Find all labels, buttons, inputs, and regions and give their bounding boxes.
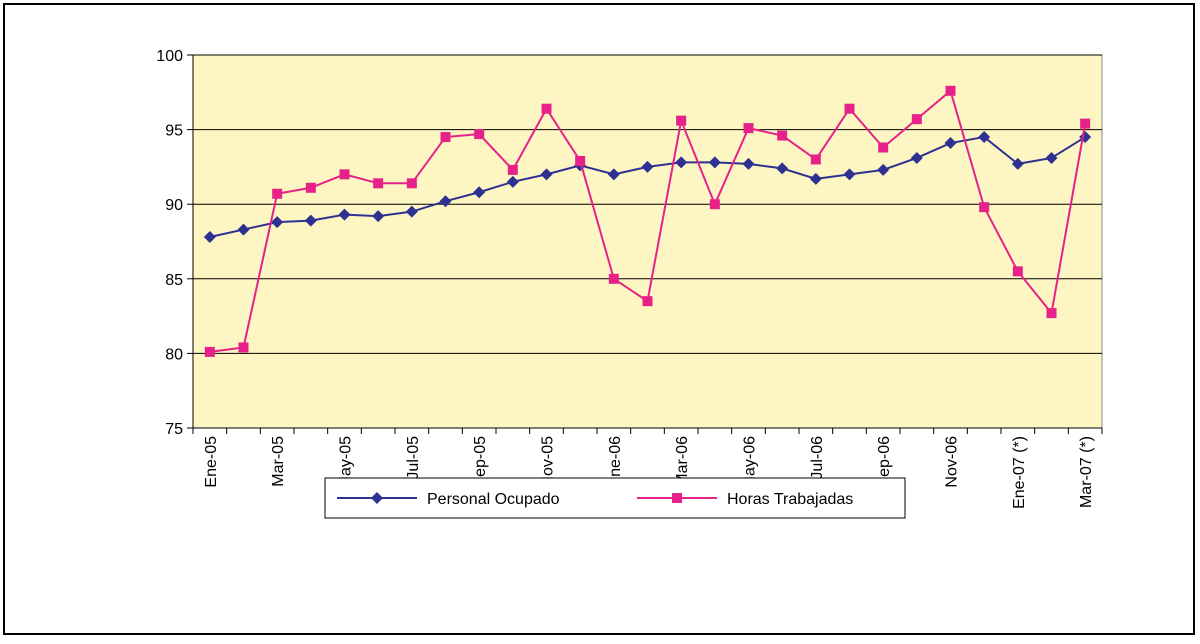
x-tick-label: Nov-06 [944, 436, 961, 488]
data-point [910, 151, 923, 164]
data-point [911, 114, 922, 125]
data-point [978, 131, 991, 144]
y-tick-label: 80 [165, 346, 183, 363]
data-point [473, 186, 486, 199]
legend-label: Personal Ocupado [427, 491, 560, 508]
data-point [440, 132, 451, 143]
data-point [575, 155, 586, 166]
data-point [641, 160, 654, 173]
y-tick-label: 75 [165, 421, 183, 438]
data-point [1011, 157, 1024, 170]
x-tick-label: Nov-05 [540, 436, 557, 488]
data-point [776, 162, 789, 175]
data-point [305, 182, 316, 193]
data-point [372, 210, 385, 223]
data-point [642, 296, 653, 307]
data-point [474, 129, 485, 140]
y-tick-label: 95 [165, 123, 183, 140]
x-tick-label: Jul-06 [809, 436, 826, 480]
data-point [742, 157, 755, 170]
data-point [675, 156, 688, 169]
data-point [743, 123, 754, 134]
legend-label: Horas Trabajadas [727, 491, 853, 508]
data-point [373, 178, 384, 189]
data-point [507, 164, 518, 175]
x-tick-label: Ene-06 [607, 436, 624, 488]
data-point [1012, 266, 1023, 277]
data-point [541, 103, 552, 114]
data-point [338, 208, 351, 221]
data-point [1046, 308, 1057, 319]
data-point [237, 223, 250, 236]
y-tick-label: 85 [165, 272, 183, 289]
data-point [843, 168, 856, 181]
data-point [709, 199, 720, 210]
x-tick-label: Jul-05 [405, 436, 422, 480]
data-point [271, 216, 284, 229]
x-tick-label: Sep-05 [472, 436, 489, 488]
data-point [878, 142, 889, 153]
data-point [540, 168, 553, 181]
x-tick-label: Ene-07 (*) [1011, 436, 1028, 509]
data-point [406, 178, 417, 189]
data-point [608, 273, 619, 284]
data-point [203, 231, 216, 244]
data-point [708, 156, 721, 169]
data-point [844, 103, 855, 114]
y-tick-label: 90 [165, 197, 183, 214]
data-point [439, 195, 452, 208]
data-point [238, 342, 249, 353]
data-point [777, 130, 788, 141]
x-tick-label: Mar-05 [270, 436, 287, 487]
data-point [810, 154, 821, 165]
data-point [979, 202, 990, 213]
x-tick-label: Sep-06 [876, 436, 893, 488]
data-point [607, 168, 620, 181]
data-point [676, 115, 687, 126]
y-tick-label: 100 [156, 48, 183, 65]
plot-area [192, 54, 1103, 429]
data-point [809, 172, 822, 185]
data-point [339, 169, 350, 180]
x-tick-label: Mar-07 (*) [1078, 436, 1095, 508]
data-point [204, 346, 215, 357]
legend-box [324, 477, 906, 519]
legend-marker [371, 492, 383, 504]
x-tick-label: Ene-05 [203, 436, 220, 488]
data-point [945, 85, 956, 96]
x-tick-label: May-06 [742, 436, 759, 489]
x-tick-label: May-05 [338, 436, 355, 489]
data-point [506, 175, 519, 188]
data-point [272, 188, 283, 199]
data-point [1080, 118, 1091, 129]
data-point [877, 163, 890, 176]
data-point [944, 137, 957, 150]
data-point [1045, 151, 1058, 164]
x-tick-label: Mar-06 [674, 436, 691, 487]
data-point [304, 214, 317, 227]
legend-marker [672, 493, 682, 503]
data-point [405, 205, 418, 218]
